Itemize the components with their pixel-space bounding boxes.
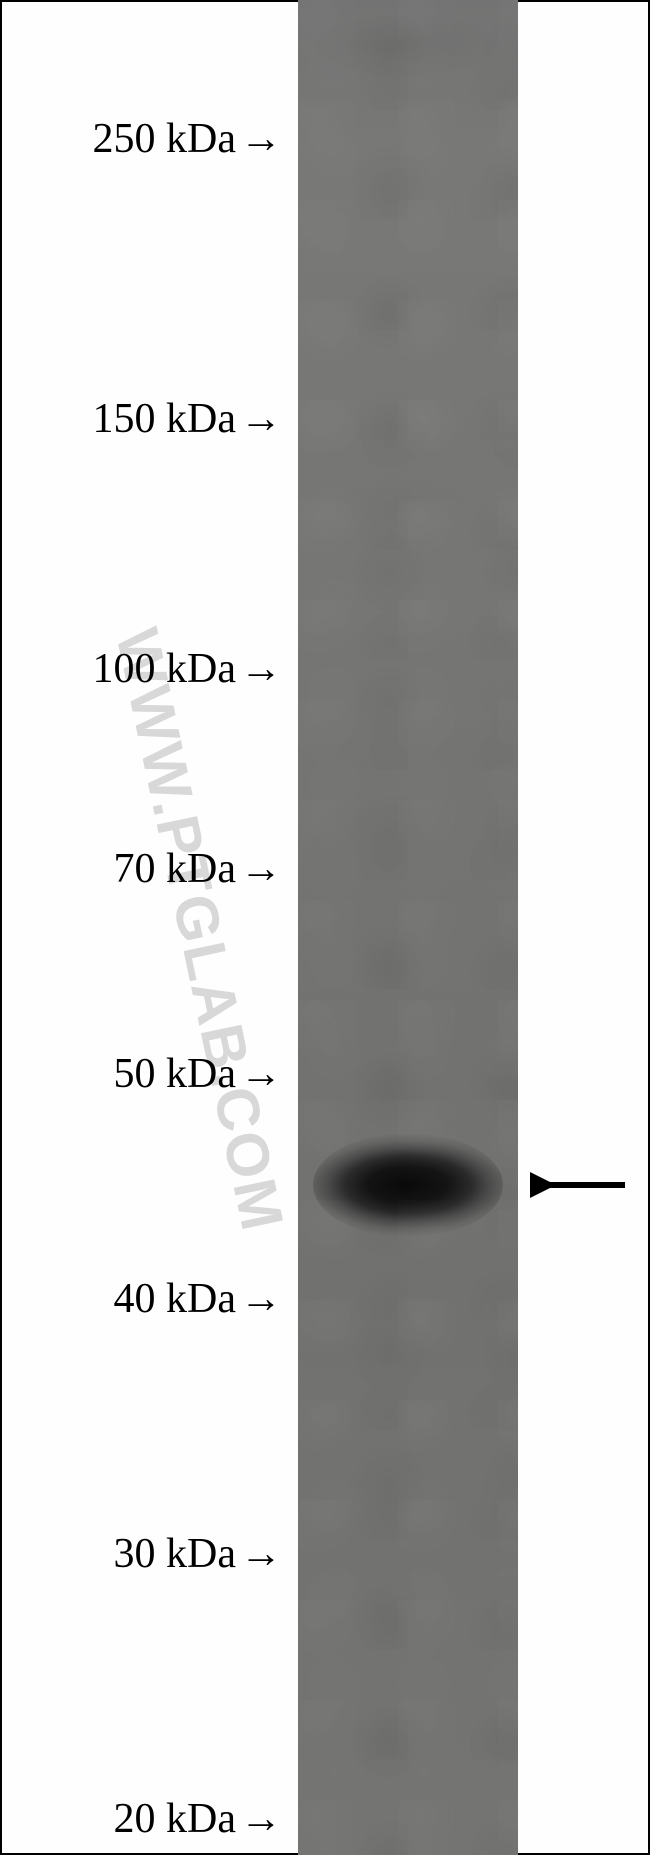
mw-marker-label-text: 250 kDa (93, 116, 236, 162)
mw-marker-label-text: 70 kDa (114, 846, 236, 892)
mw-marker-label-text: 30 kDa (114, 1531, 236, 1577)
band-pointer-arrow (530, 1170, 630, 1200)
mw-marker: 100 kDa→ (0, 645, 282, 693)
mw-marker-label-text: 150 kDa (93, 396, 236, 442)
right-arrow-icon: → (240, 1795, 282, 1843)
mw-marker: 150 kDa→ (0, 395, 282, 443)
mw-marker: 70 kDa→ (0, 845, 282, 893)
mw-marker: 30 kDa→ (0, 1530, 282, 1578)
mw-marker: 40 kDa→ (0, 1275, 282, 1323)
right-arrow-icon: → (240, 645, 282, 693)
right-arrow-icon: → (240, 1050, 282, 1098)
mw-marker-label-text: 50 kDa (114, 1051, 236, 1097)
mw-marker-label-text: 100 kDa (93, 646, 236, 692)
right-arrow-icon: → (240, 115, 282, 163)
mw-marker: 50 kDa→ (0, 1050, 282, 1098)
lane-smudge (335, 475, 475, 525)
right-arrow-icon: → (240, 395, 282, 443)
right-arrow-icon: → (240, 1530, 282, 1578)
mw-marker: 20 kDa→ (0, 1795, 282, 1843)
right-arrow-icon: → (240, 1275, 282, 1323)
protein-band (313, 1133, 503, 1237)
lane-smudge (315, 15, 495, 75)
blot-lane (298, 0, 518, 1855)
right-arrow-icon: → (240, 845, 282, 893)
mw-marker-label-text: 20 kDa (114, 1796, 236, 1842)
mw-marker: 250 kDa→ (0, 115, 282, 163)
mw-marker-label-text: 40 kDa (114, 1276, 236, 1322)
